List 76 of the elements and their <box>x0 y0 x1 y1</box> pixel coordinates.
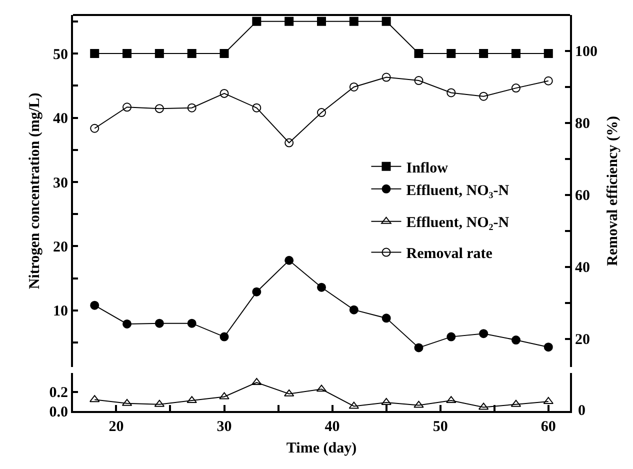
x-tick-label: 20 <box>108 419 124 435</box>
legend-label: Effluent, NO₃-N <box>406 182 510 199</box>
point <box>317 108 326 118</box>
point <box>349 16 358 26</box>
legend-label: Inflow <box>406 160 448 176</box>
y-axis-title: Nitrogen concentration (mg/L) <box>26 92 43 290</box>
point <box>414 76 424 86</box>
x-tick-label: 40 <box>324 419 340 435</box>
y-tick-label: 50 <box>53 46 68 63</box>
point <box>381 398 392 405</box>
y2-tick-label: 60 <box>575 188 590 204</box>
point <box>187 318 196 328</box>
y-tick-label: 30 <box>53 175 68 192</box>
point <box>122 102 132 112</box>
point <box>446 49 456 58</box>
point <box>220 49 229 58</box>
point <box>122 49 132 58</box>
point <box>154 104 164 114</box>
legend-label: Removal rate <box>406 246 493 262</box>
y2-tick-label: 40 <box>575 260 590 276</box>
point <box>220 332 229 342</box>
point <box>382 314 391 323</box>
x-tick-label: 60 <box>540 419 556 435</box>
point <box>284 16 294 26</box>
point <box>219 392 230 400</box>
point <box>186 396 197 404</box>
text: 0 <box>578 403 586 419</box>
y2-axis-title: Removal efficiency (%) <box>605 116 621 266</box>
point <box>90 49 100 58</box>
point <box>511 84 520 93</box>
point <box>317 282 326 292</box>
point <box>90 300 100 310</box>
point <box>382 16 391 26</box>
y-tick-label: 0.0 <box>49 404 68 420</box>
point <box>479 92 488 101</box>
point <box>90 124 100 133</box>
y-tick-label: 20 <box>53 239 68 256</box>
point <box>317 16 326 26</box>
point <box>414 400 424 408</box>
point <box>382 72 391 82</box>
point <box>220 88 229 98</box>
point <box>511 336 520 345</box>
point <box>252 16 262 26</box>
y-tick-label: 10 <box>53 304 68 320</box>
point <box>479 49 488 58</box>
point <box>252 378 262 385</box>
point <box>252 103 262 112</box>
point <box>414 49 424 58</box>
y-tick-label: 0.2 <box>49 385 68 402</box>
x-tick-label: 50 <box>432 419 448 435</box>
point <box>414 343 424 352</box>
point <box>446 332 456 342</box>
point <box>187 49 196 58</box>
point <box>544 342 553 352</box>
legend-label: Effluent, NO₂-N <box>406 215 510 232</box>
point <box>349 82 358 92</box>
point <box>544 76 553 86</box>
point <box>284 256 294 265</box>
point <box>511 49 520 58</box>
point <box>479 329 488 338</box>
point <box>122 319 132 328</box>
y2-tick-label: 100 <box>575 44 598 60</box>
y-tick-label: 40 <box>53 111 68 128</box>
y2-tick-label: 20 <box>575 332 590 348</box>
point <box>284 138 294 148</box>
point <box>446 88 456 98</box>
point <box>544 49 553 58</box>
y2-tick-label: 80 <box>575 116 590 132</box>
point <box>446 396 456 404</box>
point <box>349 305 358 314</box>
point <box>252 287 262 296</box>
x-axis-title: Time (day) <box>286 440 357 456</box>
point <box>187 103 196 112</box>
point <box>154 49 164 58</box>
point <box>154 318 164 328</box>
x-tick-label: 30 <box>216 419 232 435</box>
